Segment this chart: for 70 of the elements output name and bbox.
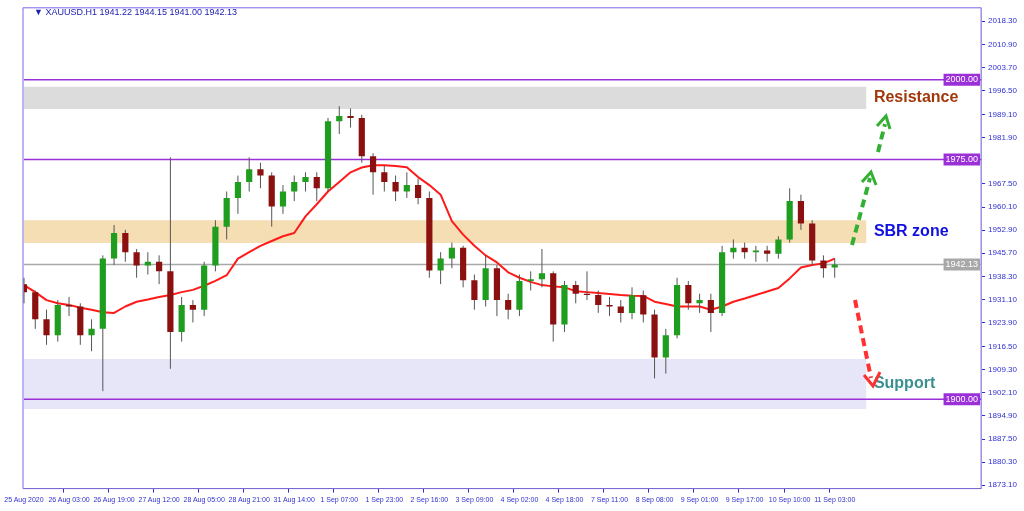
y-tick-label: 1931.10 [988, 295, 1018, 304]
candlestick [448, 242, 455, 269]
y-tick-label: 1880.30 [988, 457, 1018, 467]
candlestick [122, 229, 129, 263]
y-tick-label: 1960.10 [988, 202, 1018, 212]
y-tick-label: 1909.30 [988, 364, 1018, 374]
candlestick [628, 286, 636, 320]
band-label: SBR zone [873, 221, 949, 239]
candlestick [415, 178, 422, 205]
ref-line-label: 1942.13 [945, 259, 979, 270]
candlestick [797, 194, 805, 231]
candlestick [144, 251, 151, 276]
candlestick [65, 296, 73, 317]
candlestick [257, 162, 264, 189]
candlestick [302, 171, 309, 192]
y-tick-label: 1923.90 [988, 318, 1018, 327]
y-tick-label: 1945.70 [988, 248, 1018, 258]
candlestick [696, 293, 703, 314]
candlestick [336, 105, 343, 135]
ref-line-label: 1900.00 [945, 393, 979, 404]
y-tick-label: 2010.90 [988, 40, 1018, 50]
candlestick [313, 171, 320, 202]
candlestick [640, 290, 647, 323]
candlestick [381, 165, 388, 192]
candlestick [662, 328, 669, 375]
y-tick-label: 1981.90 [988, 132, 1018, 142]
y-tick-label: 1938.30 [988, 272, 1018, 281]
candlestick [279, 184, 287, 215]
y-tick-label: 1887.50 [988, 434, 1018, 444]
candlestick [606, 296, 613, 317]
band-label: Resistance [873, 88, 959, 106]
candlestick [347, 107, 354, 129]
candlestick [595, 290, 602, 314]
candlestick [527, 270, 534, 292]
candlestick [133, 248, 140, 279]
candlestick [156, 254, 163, 285]
chart-title: ▼ XAUUSD.H1 1941.22 1944.15 1941.00 1942.13 [34, 7, 238, 17]
y-tick-label: 2003.70 [988, 63, 1018, 73]
candlestick [291, 175, 298, 202]
candlestick [369, 152, 377, 196]
candlestick [437, 251, 444, 285]
y-tick-label: 1989.10 [988, 109, 1018, 119]
y-tick-label: 2018.30 [988, 16, 1018, 26]
candlestick [505, 293, 512, 320]
candlestick [775, 235, 782, 260]
candlestick [403, 171, 410, 199]
candlestick [189, 299, 196, 323]
candlestick [820, 254, 827, 279]
band-label: Support [873, 374, 936, 392]
candlestick [88, 318, 95, 352]
candlestick [234, 175, 242, 215]
ref-line-label: 1975.00 [945, 154, 979, 165]
candlestick [43, 309, 50, 346]
candlestick [538, 248, 546, 288]
candlestick [572, 280, 579, 304]
y-tick-label: 1996.50 [988, 86, 1018, 96]
candlestick [617, 299, 624, 323]
candlestick [471, 274, 478, 311]
y-tick-label: 1916.50 [988, 341, 1018, 351]
y-tick-label: 1952.90 [988, 225, 1018, 235]
y-tick-label: 1967.50 [988, 178, 1018, 188]
candlestick [392, 175, 399, 202]
y-tick-label: 1873.10 [988, 480, 1018, 490]
candlestick [707, 293, 714, 333]
y-tick-label: 1894.90 [988, 410, 1018, 420]
ref-line-label: 2000.00 [945, 74, 979, 85]
candlestick [246, 156, 253, 192]
candlestick [685, 280, 692, 311]
candlestick [764, 245, 771, 263]
y-tick-label: 1902.10 [988, 387, 1018, 397]
